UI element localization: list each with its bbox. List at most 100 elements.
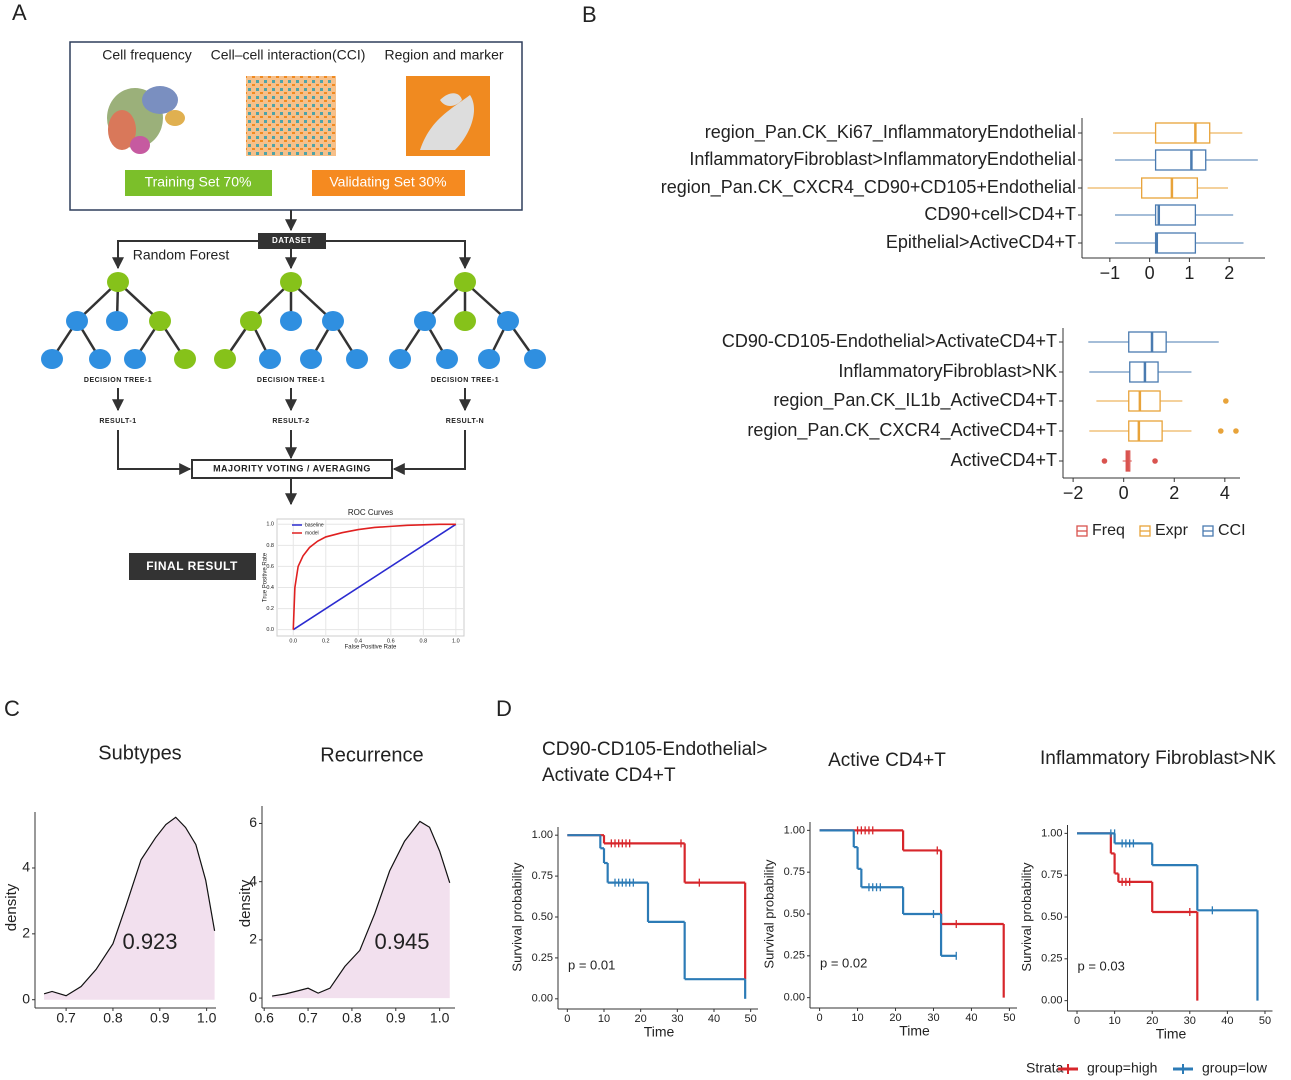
density-area: [44, 817, 215, 1000]
y-axis-label: density: [3, 883, 20, 931]
tree-node: [149, 311, 171, 331]
tree-node: [107, 272, 129, 292]
legend-label: Freq: [1092, 522, 1125, 539]
y-tick-label: 6: [249, 814, 257, 830]
tree-node: [280, 272, 302, 292]
validating-box: [312, 170, 465, 196]
y-tick-label: 1.00: [784, 824, 805, 836]
y-axis-label: Survival probability: [509, 862, 524, 972]
y-tick-label: 2: [249, 931, 257, 947]
annotation: p = 0.01: [568, 958, 615, 973]
tree-node: [214, 349, 236, 369]
y-tick-label: 0.2: [266, 606, 274, 612]
dataset-label: DATASET: [272, 236, 312, 245]
outlier: [1233, 428, 1239, 434]
legend-label: CCI: [1218, 522, 1246, 539]
tree-node: [346, 349, 368, 369]
trees: [41, 272, 546, 369]
x-tick-label: 0.6: [387, 638, 395, 644]
panel-label: D: [496, 696, 512, 721]
x-axis-label: Time: [644, 1024, 675, 1040]
y-tick-label: 0.8: [266, 543, 274, 549]
x-tick-label: 0.7: [298, 1010, 318, 1026]
final-label: FINAL RESULT: [146, 559, 238, 573]
tree-node: [41, 349, 63, 369]
heatmap-image: [246, 76, 336, 156]
tree-node: [89, 349, 111, 369]
box: [1154, 232, 1197, 254]
x-tick-label: 50: [1003, 1012, 1015, 1024]
x-tick-label: 30: [671, 1013, 683, 1025]
y-axis-label: Survival probability: [1019, 862, 1034, 972]
legend-title: Strata: [1026, 1060, 1064, 1076]
source-label: Cell–cell interaction(CCI): [211, 47, 366, 63]
x-tick-label: 20: [889, 1012, 901, 1024]
tree-label: DECISION TREE-1: [257, 377, 325, 384]
x-tick-label: 0.7: [56, 1010, 76, 1026]
y-tick-label: 0.75: [532, 870, 553, 882]
y-axis-label: Survival probability: [761, 859, 776, 969]
chart-title: Subtypes: [98, 742, 181, 764]
region-image: [406, 76, 490, 156]
y-tick-label: 0.6: [266, 564, 274, 570]
connectors: [112, 210, 471, 506]
y-tick-label: 0: [249, 989, 257, 1005]
x-tick-label: 0.2: [322, 638, 330, 644]
category-label: CD90-CD105-Endothelial>ActivateCD4+T: [722, 331, 1057, 351]
category-label: region_Pan.CK_Ki67_InflammatoryEndotheli…: [705, 122, 1076, 143]
x-tick-label: 20: [635, 1013, 647, 1025]
outlier: [1217, 428, 1224, 434]
annotation: 0.945: [374, 929, 429, 954]
tree-node: [124, 349, 146, 369]
tree-node: [524, 349, 546, 369]
x-axis-label: False Positive Rate: [345, 645, 397, 651]
x-tick-label: 40: [1221, 1015, 1233, 1027]
y-tick-label: 0.25: [784, 950, 805, 962]
x-tick-label: 1: [1184, 263, 1194, 283]
x-tick-label: 50: [1259, 1015, 1271, 1027]
y-tick-label: 1.00: [532, 829, 553, 841]
y-tick-label: 4: [249, 872, 257, 888]
x-tick-label: −1: [1100, 263, 1121, 283]
outlier: [1223, 398, 1229, 404]
aggregate-box: [191, 459, 393, 479]
aggregate-label: MAJORITY VOTING / AVERAGING: [213, 463, 371, 473]
y-tick-label: 0.50: [1041, 911, 1062, 923]
y-tick-label: 0.25: [532, 952, 553, 964]
category-label: CD90+cell>CD4+T: [924, 204, 1076, 224]
category-label: region_Pan.CK_CXCR4_CD90+CD105+Endotheli…: [661, 177, 1076, 198]
box: [1154, 149, 1207, 171]
x-axis-label: Time: [899, 1023, 930, 1039]
chart-title: Activate CD4+T: [542, 765, 676, 786]
x-tick-label: 4: [1220, 483, 1230, 503]
panel-label: C: [4, 696, 20, 721]
chart-title: ROC Curves: [348, 508, 393, 517]
annotation: 0.923: [122, 929, 177, 954]
tree-node: [259, 349, 281, 369]
tree-node: [322, 311, 344, 331]
y-tick-label: 0.75: [1041, 869, 1062, 881]
x-tick-label: 0.9: [150, 1010, 170, 1026]
y-tick-label: 0.50: [784, 908, 805, 920]
x-tick-label: 2: [1224, 263, 1234, 283]
legend-label: Expr: [1155, 522, 1189, 539]
y-tick-label: 0.75: [784, 866, 805, 878]
x-tick-label: 50: [745, 1013, 757, 1025]
legend-label: group=low: [1202, 1060, 1268, 1076]
workflow-diagram: Cell frequency Cell–cell interaction(CCI…: [41, 41, 546, 580]
tree-label: DECISION TREE-1: [431, 377, 499, 384]
legend-label: group=high: [1087, 1060, 1157, 1076]
dataset-box: [258, 233, 326, 249]
tree-node: [497, 311, 519, 331]
category-label: ActiveCD4+T: [950, 450, 1057, 470]
density-area: [272, 821, 450, 999]
y-axis-label: True Positive Rate: [263, 552, 269, 602]
x-tick-label: 0.4: [354, 638, 362, 644]
tree-node: [478, 349, 500, 369]
tree-node: [174, 349, 196, 369]
chart-title: Recurrence: [320, 744, 423, 766]
y-tick-label: 1.0: [266, 522, 274, 528]
legend-label: model: [305, 530, 319, 536]
category-label: InflammatoryFibroblast>InflammatoryEndot…: [689, 149, 1076, 169]
x-tick-label: 40: [965, 1012, 977, 1024]
